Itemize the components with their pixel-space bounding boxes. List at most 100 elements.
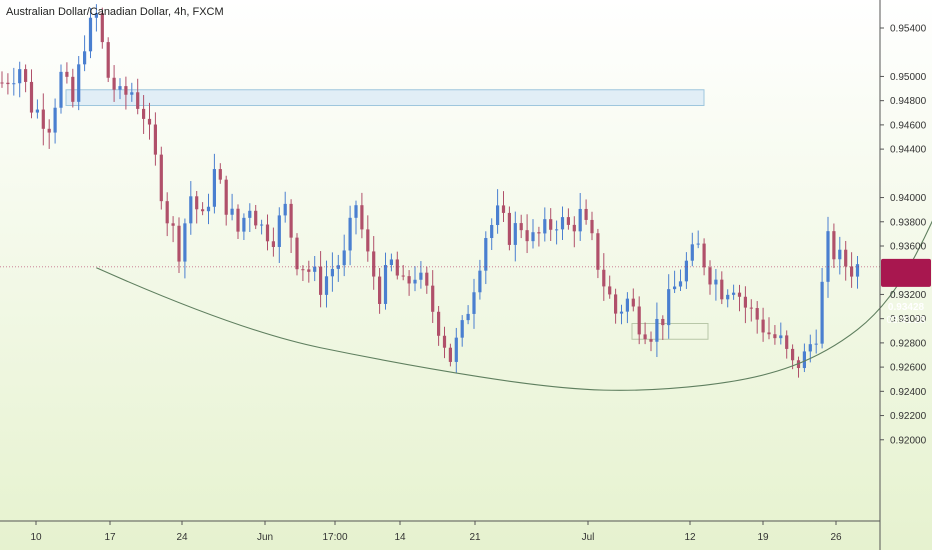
- candle-body: [749, 307, 753, 309]
- x-tick-label: 17:00: [322, 532, 347, 543]
- candle: [248, 203, 252, 233]
- candle: [549, 208, 553, 241]
- candle: [572, 216, 576, 248]
- candle-body: [336, 265, 340, 269]
- candle-body: [94, 13, 98, 18]
- candle-body: [24, 69, 28, 82]
- candle-body: [12, 83, 16, 85]
- candle-body: [407, 276, 411, 284]
- candle-body: [448, 347, 452, 362]
- candle-body: [460, 320, 464, 338]
- candle: [212, 153, 216, 214]
- candle: [726, 289, 730, 308]
- candle-body: [484, 238, 488, 271]
- candle-body: [655, 318, 659, 342]
- candle-body: [649, 339, 653, 342]
- candle: [18, 61, 22, 98]
- candle-body: [737, 292, 742, 297]
- candle-body: [590, 219, 594, 234]
- candle: [513, 211, 517, 262]
- candle-body: [537, 232, 541, 234]
- candle-body: [820, 281, 824, 344]
- candle-body: [850, 266, 854, 277]
- x-tick-label: Jun: [257, 532, 273, 543]
- x-tick-label: 26: [830, 532, 842, 543]
- candle-body: [419, 272, 423, 280]
- candle-body: [242, 217, 246, 232]
- candle-body: [507, 212, 511, 245]
- candle-body: [637, 306, 641, 335]
- candle-body: [578, 208, 582, 232]
- candle: [661, 315, 665, 340]
- candle-body: [106, 42, 110, 78]
- x-axis[interactable]: 10 17 24 Jun 17:00 14 21 Jul 12 19 26: [30, 521, 842, 543]
- candle: [59, 64, 63, 114]
- candle-body: [136, 92, 140, 109]
- zone-layer: [65, 89, 709, 340]
- candle-body: [678, 281, 683, 287]
- candle-body: [673, 286, 677, 290]
- candle-body: [348, 217, 352, 251]
- candle: [478, 259, 482, 300]
- candle: [619, 304, 624, 325]
- candle: [814, 329, 818, 354]
- candle: [94, 4, 98, 32]
- y-tick-label: 0.92000: [890, 435, 927, 446]
- candle: [136, 78, 140, 115]
- candle: [820, 267, 824, 349]
- candle-body: [360, 205, 364, 230]
- rounding-bottom-curve[interactable]: [96, 70, 932, 391]
- candle-body: [118, 86, 122, 90]
- candle-body: [195, 196, 199, 210]
- candle: [832, 223, 836, 269]
- candle: [354, 200, 358, 235]
- candle-body: [324, 276, 329, 295]
- candle: [360, 192, 364, 239]
- candle: [100, 7, 104, 49]
- candle: [24, 64, 28, 93]
- candle: [142, 95, 146, 134]
- candle-body: [584, 208, 588, 220]
- candle-body: [566, 217, 570, 225]
- candle-body: [501, 205, 506, 213]
- candle-body: [425, 272, 429, 286]
- candle: [295, 233, 299, 276]
- candle-body: [183, 223, 187, 262]
- candle: [643, 322, 647, 345]
- candle-body: [826, 231, 830, 282]
- candle: [342, 234, 346, 277]
- x-tick-label: 14: [394, 532, 406, 543]
- y-tick-label: 0.93000: [890, 314, 927, 325]
- candle-body: [124, 86, 128, 95]
- candle-body: [773, 334, 777, 339]
- candle: [307, 260, 311, 283]
- candle-body: [696, 243, 700, 245]
- x-tick-label: Jul: [582, 532, 595, 543]
- candle-body: [41, 109, 45, 129]
- candle: [301, 265, 305, 282]
- candle-body: [0, 82, 4, 84]
- candle: [531, 219, 535, 249]
- candle: [53, 98, 57, 144]
- candle-body: [437, 311, 441, 336]
- resistance-zone[interactable]: [65, 89, 705, 107]
- candle-body: [767, 332, 771, 335]
- candle: [779, 322, 783, 345]
- candle-body: [277, 215, 281, 247]
- candle-body: [201, 209, 205, 212]
- candle: [678, 269, 683, 291]
- candle-body: [560, 217, 565, 230]
- candle: [437, 305, 441, 346]
- candle-body: [513, 223, 517, 245]
- candle: [425, 266, 429, 294]
- candle-body: [572, 224, 576, 232]
- y-tick-label: 0.95400: [890, 24, 927, 35]
- candle-body: [88, 17, 93, 52]
- x-tick-label: 19: [757, 532, 769, 543]
- candle-body: [708, 267, 712, 285]
- candle-body: [720, 279, 724, 300]
- candle-body: [785, 335, 789, 349]
- y-axis[interactable]: 0.95400 0.95000 0.94800 0.94600 0.94400 0.940…: [880, 24, 927, 447]
- candle-body: [142, 108, 146, 119]
- candle-body: [838, 249, 842, 260]
